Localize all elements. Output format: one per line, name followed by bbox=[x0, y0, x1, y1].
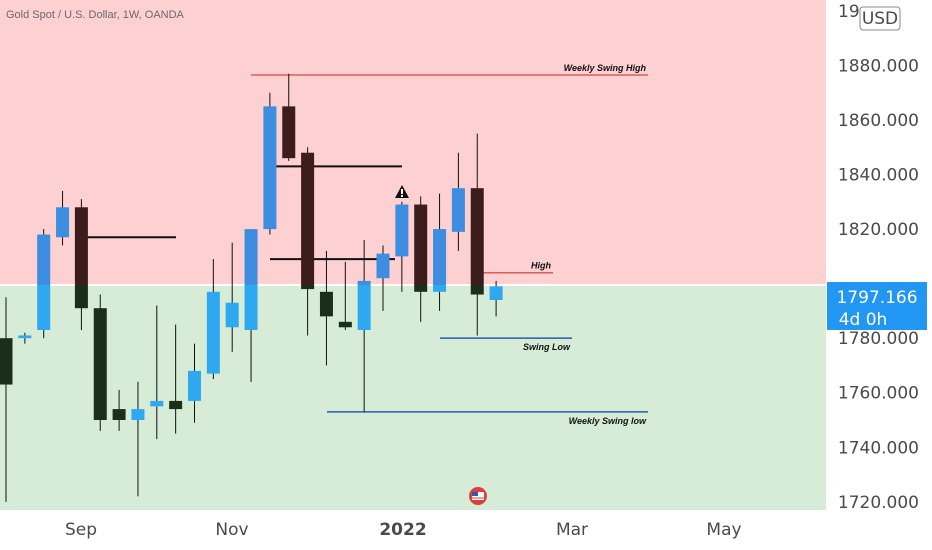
candle bbox=[56, 190, 70, 246]
candle-body bbox=[112, 409, 126, 420]
candle-body bbox=[301, 152, 315, 285]
candle-body bbox=[338, 321, 352, 328]
level-lines bbox=[80, 74, 648, 413]
support-zone bbox=[0, 285, 826, 510]
candle-body bbox=[414, 204, 428, 285]
candle bbox=[357, 240, 371, 412]
candle bbox=[414, 196, 428, 322]
y-axis-bg bbox=[826, 0, 932, 550]
candle-body bbox=[263, 106, 277, 230]
bar-countdown: 4d 0h bbox=[839, 310, 888, 330]
candle-body bbox=[414, 285, 428, 292]
x-tick-label: Mar bbox=[556, 520, 588, 540]
resistance-zone bbox=[0, 0, 826, 285]
currency-badge[interactable]: USD bbox=[859, 6, 901, 31]
candle-body bbox=[451, 188, 465, 232]
candle-body bbox=[225, 302, 239, 328]
candle-body bbox=[376, 253, 390, 279]
candle-body bbox=[470, 188, 484, 285]
candle bbox=[319, 250, 333, 366]
x-axis-bg bbox=[0, 510, 826, 550]
last-price: 1797.166 bbox=[836, 288, 917, 308]
candle bbox=[470, 133, 484, 336]
candle-body bbox=[150, 400, 164, 407]
level-label: High bbox=[531, 261, 551, 271]
candle-body bbox=[18, 335, 32, 339]
candle-body bbox=[56, 207, 70, 238]
currency-label: USD bbox=[862, 9, 898, 29]
candle-body bbox=[244, 285, 258, 330]
candle bbox=[188, 343, 201, 423]
candle bbox=[338, 261, 352, 330]
y-tick-label: 1720.000 bbox=[838, 493, 919, 513]
y-tick-label: 1780.000 bbox=[838, 329, 919, 349]
candle-body bbox=[131, 409, 145, 420]
candle bbox=[282, 73, 296, 161]
zones bbox=[0, 0, 826, 510]
level-label: Weekly Swing High bbox=[564, 63, 647, 73]
x-tick-label: May bbox=[706, 520, 741, 540]
candle-body bbox=[244, 229, 258, 285]
y-tick-label: 19 bbox=[838, 2, 860, 22]
y-tick-label: 1880.000 bbox=[838, 56, 919, 76]
candle-body bbox=[74, 207, 88, 285]
candle bbox=[37, 229, 51, 339]
y-tick-label: 1840.000 bbox=[838, 166, 919, 186]
candle-body bbox=[489, 286, 503, 300]
warning-icon[interactable] bbox=[395, 185, 409, 198]
candle bbox=[433, 193, 447, 311]
candle-body bbox=[206, 291, 220, 374]
x-tick-label: Nov bbox=[215, 520, 248, 540]
candle-body bbox=[470, 285, 484, 295]
candle bbox=[451, 152, 465, 251]
candle bbox=[225, 242, 239, 352]
x-axis: Sep Nov 2022 Mar May bbox=[65, 520, 742, 540]
candle bbox=[93, 294, 107, 431]
y-tick-label: 1860.000 bbox=[838, 111, 919, 131]
candle bbox=[263, 92, 277, 235]
candle-body bbox=[319, 291, 333, 317]
candle-body bbox=[93, 308, 107, 420]
candle-body bbox=[357, 280, 371, 285]
candle-body bbox=[74, 285, 88, 309]
candle bbox=[376, 245, 390, 311]
candle bbox=[150, 305, 164, 440]
candle bbox=[112, 390, 126, 431]
candle bbox=[131, 381, 145, 497]
candle-body bbox=[37, 234, 51, 285]
candle bbox=[169, 324, 183, 434]
x-tick-label: Sep bbox=[65, 520, 97, 540]
y-tick-label: 1740.000 bbox=[838, 438, 919, 458]
candle-body bbox=[433, 285, 447, 292]
y-tick-label: 1820.000 bbox=[838, 220, 919, 240]
candle bbox=[74, 199, 88, 330]
chart-title: Gold Spot / U.S. Dollar, 1W, OANDA bbox=[6, 9, 185, 21]
candle bbox=[395, 201, 409, 292]
candle-body bbox=[357, 285, 371, 330]
candle-body bbox=[37, 285, 51, 330]
x-tick-label: 2022 bbox=[379, 520, 426, 540]
candle bbox=[18, 332, 32, 344]
level-label: Swing Low bbox=[523, 342, 571, 352]
candle-body bbox=[282, 106, 296, 159]
candle bbox=[489, 280, 503, 317]
candle bbox=[301, 147, 315, 336]
candle-body bbox=[188, 370, 201, 401]
candle-body bbox=[169, 400, 183, 410]
candle bbox=[244, 229, 258, 382]
candles bbox=[0, 73, 503, 502]
candle-body bbox=[301, 285, 315, 290]
y-tick-label: 1760.000 bbox=[838, 384, 919, 404]
level-label: Weekly Swing low bbox=[569, 416, 647, 426]
flag-icon[interactable] bbox=[469, 487, 487, 505]
candle-body bbox=[433, 229, 447, 285]
candle bbox=[0, 297, 13, 502]
candle bbox=[206, 259, 220, 380]
annotations: Weekly Swing High High Swing Low Weekly Swi… bbox=[523, 63, 647, 426]
candle-body bbox=[395, 204, 409, 257]
price-tag: 1797.166 4d 0h bbox=[827, 282, 927, 330]
candle-body bbox=[0, 338, 13, 385]
